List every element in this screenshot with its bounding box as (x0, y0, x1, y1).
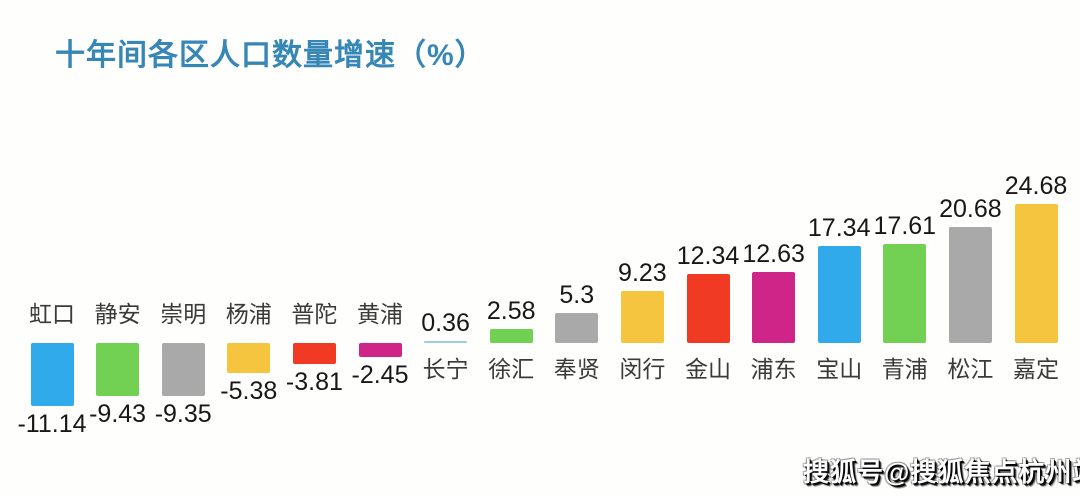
bar-value-label: 0.36 (421, 308, 470, 337)
bar-value-label: 12.34 (676, 241, 740, 270)
bar-category-label: 宝山 (816, 356, 863, 382)
bar-value-label: -2.45 (351, 360, 409, 389)
bar (686, 273, 730, 343)
bar-value-label: 2.58 (486, 296, 536, 325)
bar (30, 343, 74, 406)
bar (817, 245, 861, 343)
bar-category-label: 普陀 (291, 301, 338, 327)
bar-category-label: 静安 (94, 301, 141, 327)
bar (489, 328, 533, 343)
bar-category-label: 闵行 (619, 356, 666, 382)
chart-title: 十年间各区人口数量增速（%） (55, 39, 486, 72)
bar-value-label: 12.63 (742, 240, 805, 269)
bar-value-label: -9.35 (154, 399, 212, 428)
bar (292, 343, 336, 365)
bar (555, 313, 599, 343)
bar (96, 343, 140, 396)
bar-value-label: 24.68 (1004, 172, 1068, 201)
bar-category-label: 黄浦 (357, 301, 403, 327)
watermark: 搜狐号@搜狐焦点杭州站 (803, 457, 1080, 487)
bar (424, 340, 468, 343)
bar-value-label: 17.34 (807, 213, 871, 242)
bar-category-label: 松江 (947, 356, 994, 382)
bar-value-label: -11.14 (17, 409, 87, 438)
bar-category-label: 长宁 (422, 356, 469, 382)
bar-category-label: 青浦 (881, 356, 928, 382)
bar-value-label: 9.23 (618, 259, 667, 288)
bar (161, 343, 205, 396)
bar-category-label: 浦东 (750, 356, 797, 382)
bar-category-label: 奉贤 (553, 356, 600, 382)
bar-category-label: 徐汇 (488, 356, 535, 382)
bar-category-label: 虹口 (29, 301, 75, 327)
bar-value-label: 5.3 (559, 281, 595, 310)
bar-value-label: 17.61 (873, 212, 937, 241)
bar (620, 291, 664, 343)
bar-value-label: 20.68 (939, 194, 1002, 223)
bar-category-label: 嘉定 (1013, 356, 1059, 382)
bar-category-label: 崇明 (160, 301, 207, 327)
bar (358, 343, 402, 357)
bar-value-label: -5.38 (220, 377, 278, 406)
bar (948, 226, 992, 343)
bar (883, 244, 927, 343)
bar (752, 272, 796, 343)
bar (227, 343, 271, 374)
bar (1014, 204, 1058, 343)
bar-category-label: 金山 (685, 356, 731, 382)
bar-value-label: -9.43 (89, 399, 147, 428)
bar-category-label: 杨浦 (225, 301, 272, 327)
bar-value-label: -3.81 (285, 368, 343, 397)
